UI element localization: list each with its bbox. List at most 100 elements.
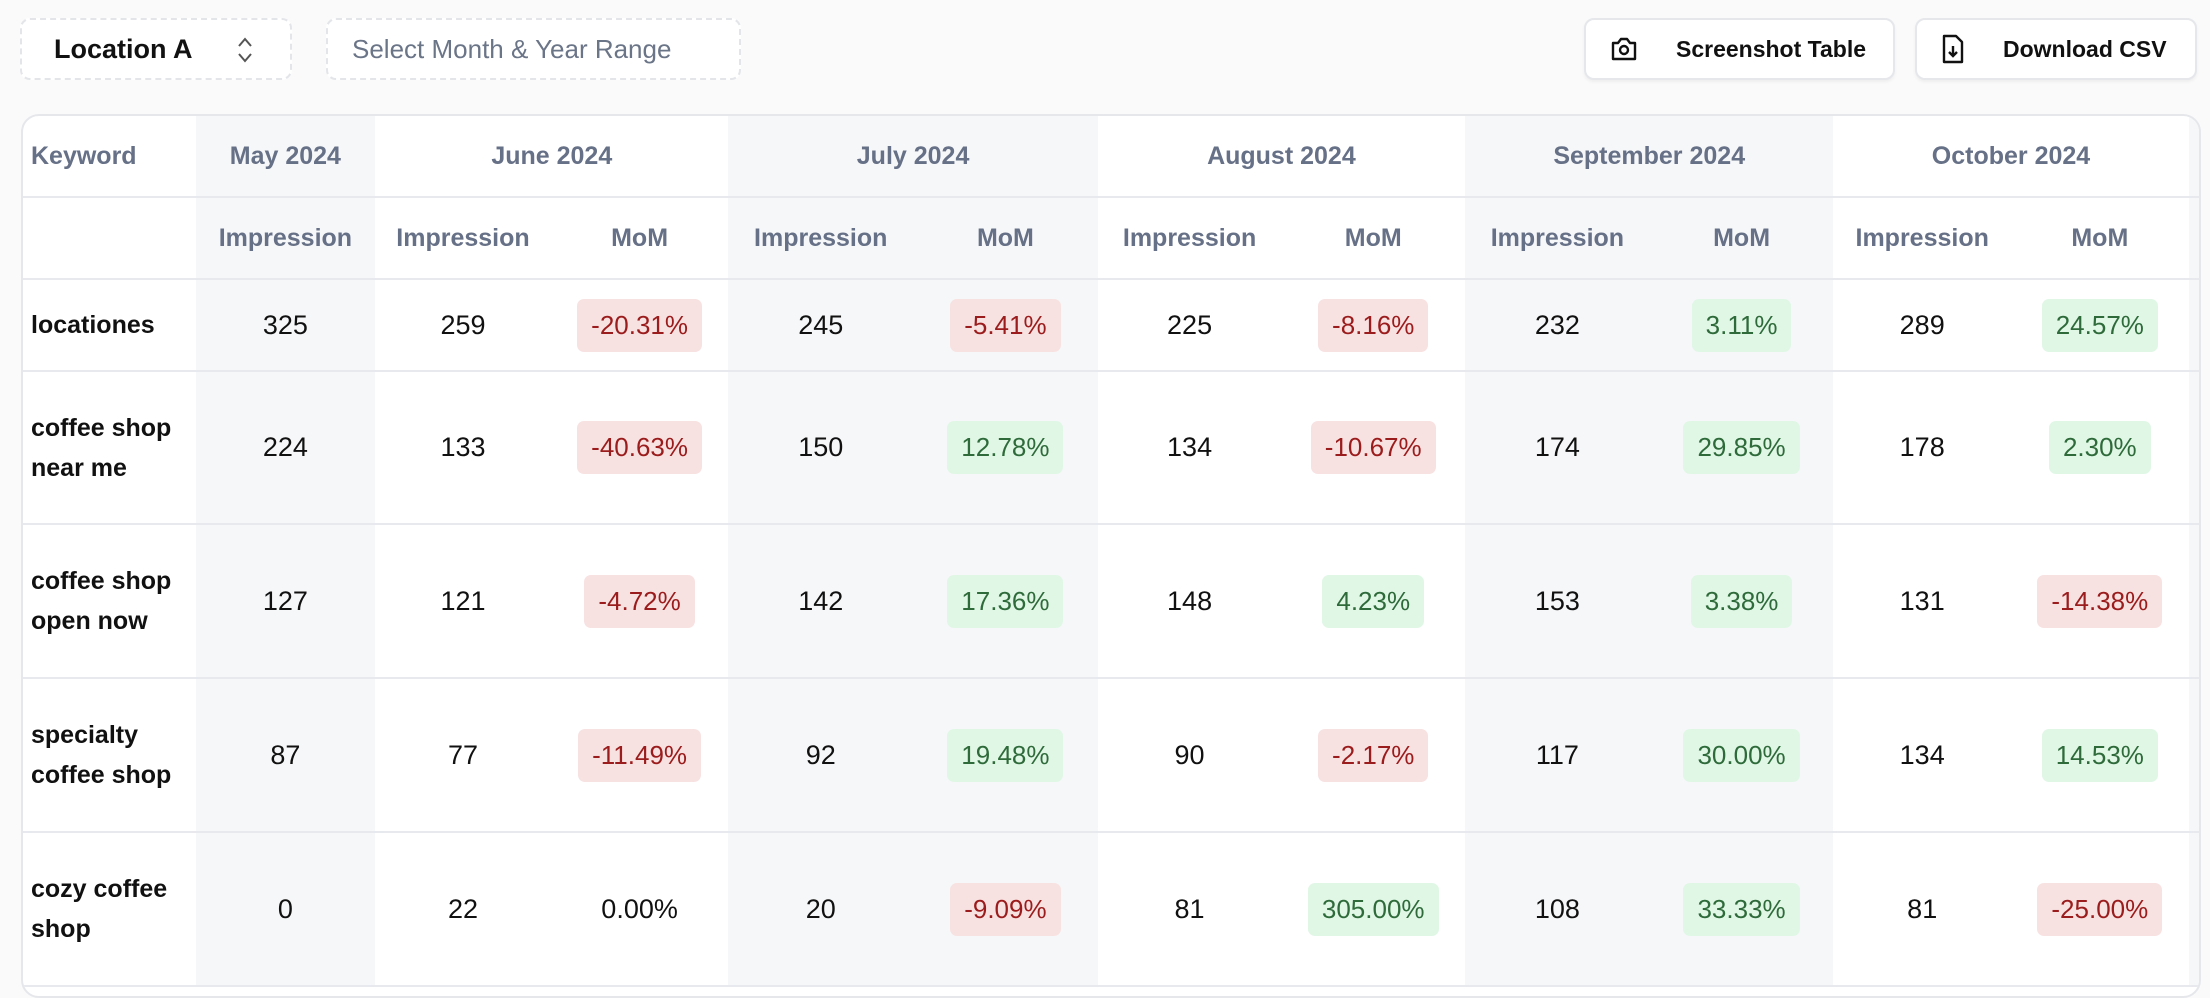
impression-header: Impression [375,197,551,280]
mom-positive-badge: 19.48% [947,728,1064,782]
mom-positive-badge: 305.00% [1307,882,1439,936]
mom-cell: -8.16% [1281,279,1466,372]
mom-cell: 12.78% [913,371,1098,525]
impression-cell: 127 [195,524,376,679]
keyword-cell: coffee shop open now [23,524,196,679]
impression-header: Impression [1465,197,1650,280]
impression-cell: 150 [728,371,914,525]
impression-cell: 225 [1097,279,1282,372]
mom-header: MoM [1649,197,1834,280]
impression-header: Impression [1097,197,1282,280]
impression-cell: 153 [1465,524,1650,679]
mom-cell: 0.00% [550,832,729,987]
mom-cell: 30.00% [1649,678,1834,833]
impression-cell: 90 [1097,678,1282,833]
month-header: July 2024 [728,116,1098,198]
mom-negative-badge: -20.31% [577,298,702,352]
impression-cell: 174 [1465,371,1650,525]
table-row: specialty coffee shop 87 77 -11.49% 92 19.48%… [23,678,2199,833]
screenshot-table-button[interactable]: Screenshot Table [1584,18,1895,80]
mom-negative-badge: -25.00% [2037,882,2163,936]
empty-header [23,197,196,280]
next-month-header [2188,116,2199,198]
mom-cell: 19.48% [913,678,1098,833]
impression-cell: 77 [375,678,551,833]
download-label: Download CSV [2003,35,2167,62]
camera-icon [1611,37,1637,61]
date-range-picker[interactable]: Select Month & Year Range [326,18,741,80]
impression-cell: 224 [195,371,376,525]
mom-cell: -11.49% [550,678,729,833]
impression-cell: 325 [195,279,376,372]
mom-negative-badge: -8.16% [1318,298,1429,352]
mom-cell: 3.38% [1649,524,1834,679]
table-row: coffee shop open now 127 121 -4.72% 142 17.36… [23,524,2199,679]
impression-cell: 92 [728,678,914,833]
mom-cell: -2.17% [1281,678,1466,833]
impression-cell: 178 [1833,371,2011,525]
month-header: October 2024 [1833,116,2189,198]
mom-negative-badge: -40.63% [577,421,702,474]
next-month-cell [2188,279,2199,372]
mom-negative-badge: -2.17% [1318,728,1429,782]
table-row: locationes 325 259 -20.31% 245 -5.41% 225 -8.16… [23,279,2199,372]
month-header: August 2024 [1097,116,1466,198]
mom-positive-badge: 33.33% [1683,882,1800,936]
mom-header: MoM [1281,197,1466,280]
keyword-cell: cozy coffee shop [23,832,196,987]
location-value: Location A [54,33,193,64]
mom-header: MoM [550,197,729,280]
mom-cell: 3.11% [1649,279,1834,372]
location-select[interactable]: Location A [20,18,292,80]
month-header: September 2024 [1465,116,1834,198]
next-impression-header-partial: Im [2188,197,2199,280]
impression-cell: 134 [1097,371,1282,525]
keyword-cell: specialty coffee shop [23,678,196,833]
mom-cell: -40.63% [550,371,729,525]
mom-positive-badge: 3.11% [1691,298,1792,352]
chevron-up-down-icon [238,37,252,63]
mom-cell: -4.72% [550,524,729,679]
mom-negative-badge: -9.09% [950,882,1061,936]
impression-header: Impression [1833,197,2011,280]
metric-header-row: Impression Impression MoM Impression MoM Impr… [23,197,2199,280]
mom-negative-badge: -5.41% [950,298,1061,352]
month-header-row: Keyword May 2024 June 2024 July 2024 August … [23,116,2199,198]
mom-cell: 4.23% [1281,524,1466,679]
mom-positive-badge: 24.57% [2041,298,2158,352]
impression-cell: 245 [728,279,914,372]
mom-cell: -5.41% [913,279,1098,372]
mom-negative-badge: -4.72% [584,574,695,628]
download-csv-button[interactable]: Download CSV [1915,18,2197,80]
mom-positive-badge: 30.00% [1683,728,1800,782]
impression-cell: 121 [375,524,551,679]
month-header: June 2024 [375,116,729,198]
mom-negative-badge: -10.67% [1310,421,1436,474]
keyword-impressions-table: Keyword May 2024 June 2024 July 2024 August … [23,116,2199,987]
mom-cell: 29.85% [1649,371,1834,525]
impression-cell: 142 [728,524,914,679]
mom-positive-badge: 17.36% [947,574,1064,628]
mom-positive-badge: 2.30% [2048,421,2151,474]
impression-cell: 133 [375,371,551,525]
impression-cell: 81 [1833,832,2011,987]
impression-header: Impression [728,197,914,280]
keyword-header: Keyword [23,116,196,198]
mom-cell: 17.36% [913,524,1098,679]
file-download-icon [1942,34,1964,64]
mom-header: MoM [913,197,1098,280]
impression-cell: 259 [375,279,551,372]
mom-negative-badge: -14.38% [2037,574,2163,628]
mom-cell: -10.67% [1281,371,1466,525]
mom-positive-badge: 29.85% [1683,421,1800,474]
impression-header: Impression [195,197,376,280]
impression-cell: 87 [195,678,376,833]
impression-cell: 81 [1097,832,1282,987]
mom-cell: -25.00% [2011,832,2189,987]
next-month-cell [2188,371,2199,525]
mom-value: 0.00% [601,893,678,924]
impression-cell: 108 [1465,832,1650,987]
impression-cell: 134 [1833,678,2011,833]
mom-positive-badge: 4.23% [1322,574,1425,628]
keyword-cell: coffee shop near me [23,371,196,525]
